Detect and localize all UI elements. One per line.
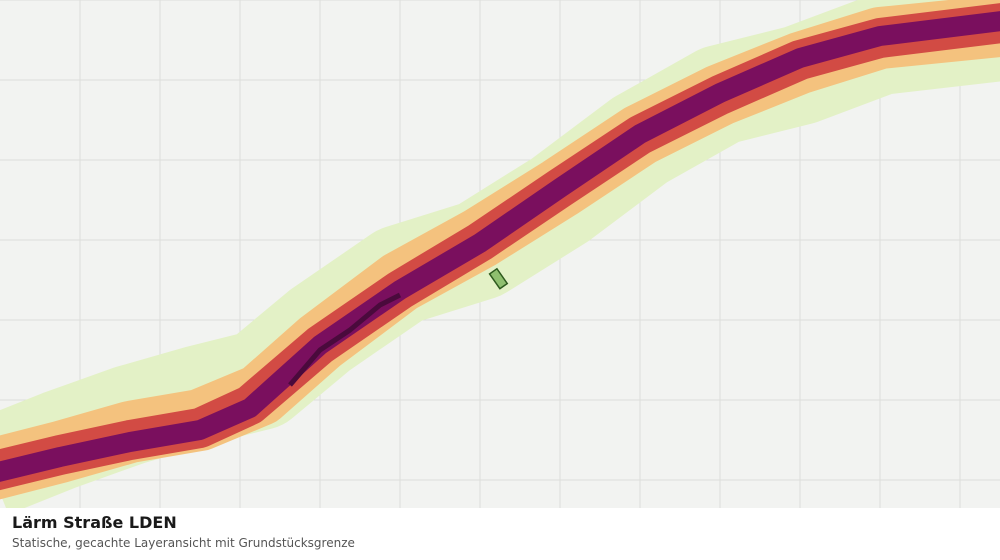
parcel-boundary [488, 267, 509, 290]
noise-band-very-high [0, 11, 1000, 482]
caption: Lärm Straße LDEN Statische, gecachte Lay… [12, 513, 988, 551]
map [0, 0, 1000, 508]
layer-subtitle: Statische, gecachte Layeransicht mit Gru… [12, 536, 355, 550]
layer-title: Lärm Straße LDEN [12, 513, 177, 532]
noise-bands [0, 0, 1000, 508]
noise-band-extreme [288, 292, 402, 387]
